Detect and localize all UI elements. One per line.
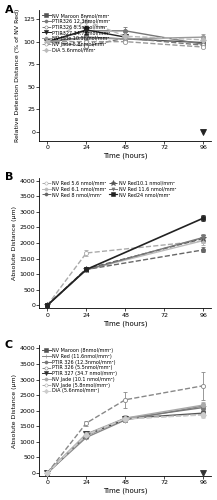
X-axis label: Time (hours): Time (hours)	[103, 153, 148, 160]
X-axis label: Time (hours): Time (hours)	[103, 320, 148, 327]
Y-axis label: Relative Detection Distance (% of NV Red): Relative Detection Distance (% of NV Red…	[15, 9, 20, 142]
X-axis label: Time (hours): Time (hours)	[103, 488, 148, 494]
Legend: NV Maroon 8nmol/mm², PTIR326 12.3nmol/mm², PTIR326 5.5nmol/mm², PTIR327 34.7nmol: NV Maroon 8nmol/mm², PTIR326 12.3nmol/mm…	[42, 12, 111, 53]
Legend: NV Maroon (8nmol/mm²), NV Red (11.6nmol/mm²), PTIR 326 (12.3nmol/mm²), PTIR 326 : NV Maroon (8nmol/mm²), NV Red (11.6nmol/…	[42, 348, 118, 394]
Text: C: C	[5, 340, 13, 350]
Y-axis label: Absolute Distance (μm): Absolute Distance (μm)	[12, 206, 17, 280]
Text: B: B	[5, 172, 13, 182]
Legend: NV Red 5.6 nmol/mm², NV Red 6.1 nmol/mm², NV Red 8 nmol/mm², NV Red10.1 nmol/mm²: NV Red 5.6 nmol/mm², NV Red 6.1 nmol/mm²…	[42, 180, 177, 198]
Text: A: A	[5, 5, 13, 15]
Y-axis label: Absolute Distance (μm): Absolute Distance (μm)	[12, 374, 17, 448]
